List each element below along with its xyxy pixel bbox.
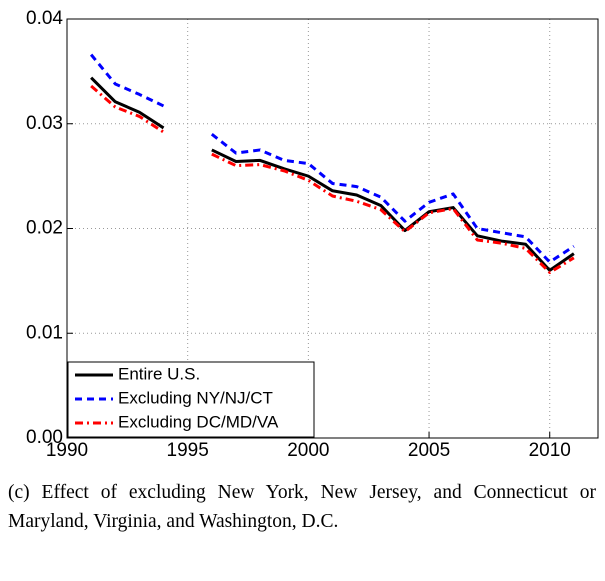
x-tick-label: 1995 [167,440,209,461]
chart: 0.00 0.01 0.02 0.03 0.04 1990 1995 2000 2005 2010… [26,8,599,461]
x-tick-label: 2010 [529,440,571,461]
y-tick-label: 0.00 [26,427,63,448]
x-tick-label: 2000 [287,440,329,461]
x-tick-label: 2005 [408,440,450,461]
x-tick-label: 1990 [46,440,88,461]
caption: (c) Effect of excluding New York, New Je… [8,482,596,532]
legend-label: Excluding NY/NJ/CT [118,388,273,407]
line-series [89,53,575,264]
plot-frame [66,18,599,439]
y-tick-label: 0.01 [26,322,63,343]
y-tick-label: 0.02 [26,218,63,239]
y-tick-label: 0.04 [26,8,63,29]
line-series [90,84,575,274]
line-series [90,76,575,272]
legend-label: Entire U.S. [118,364,200,383]
y-tick-label: 0.03 [26,113,63,134]
legend-label: Excluding DC/MD/VA [118,412,279,431]
